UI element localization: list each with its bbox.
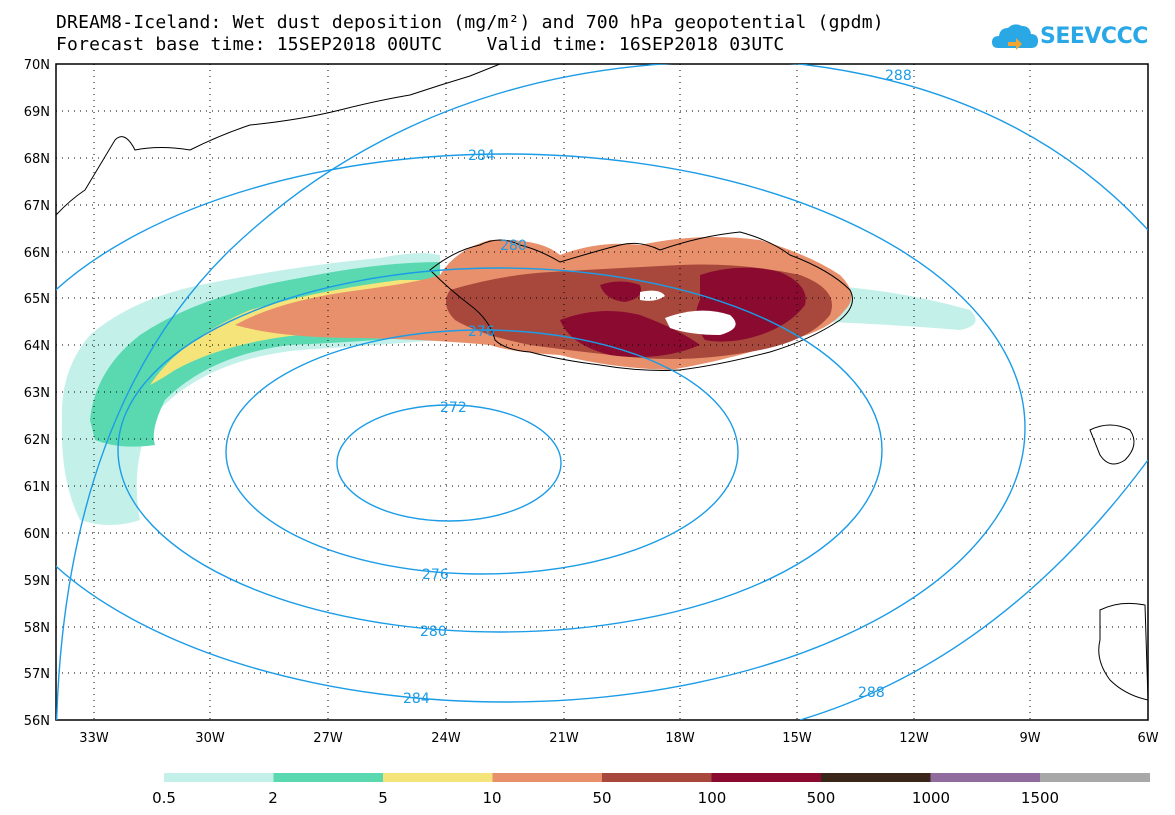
- lon-tick-label: 33W: [79, 731, 109, 746]
- contour-label: 276: [468, 324, 495, 340]
- geopotential-contours: [56, 64, 1148, 720]
- lat-tick-label: 65N: [24, 292, 50, 307]
- colorbar-label: 2: [268, 789, 278, 807]
- lat-tick-label: 60N: [24, 527, 50, 542]
- dust-deposition-field: [61, 236, 976, 526]
- colorbar-label: 100: [698, 789, 727, 807]
- lon-tick-label: 18W: [665, 731, 695, 746]
- lon-tick-label: 9W: [1019, 731, 1040, 746]
- lon-tick-label: 30W: [195, 731, 225, 746]
- lat-tick-label: 67N: [24, 199, 50, 214]
- contour-label: 288: [885, 68, 912, 84]
- colorbar-swatch: [273, 773, 384, 782]
- lat-tick-label: 63N: [24, 386, 50, 401]
- colorbar-swatch: [1040, 773, 1150, 782]
- logo-text: SEEVCCC: [1040, 24, 1148, 49]
- contour-label: 284: [403, 691, 430, 707]
- lat-tick-label: 57N: [24, 667, 50, 682]
- colorbar-swatch: [164, 773, 274, 782]
- cloud-icon: [992, 24, 1038, 50]
- lat-tick-label: 58N: [24, 621, 50, 636]
- contour-label: 284: [468, 148, 495, 164]
- colorbar-swatches: [164, 773, 1150, 782]
- colorbar-label: 500: [807, 789, 836, 807]
- lon-tick-label: 24W: [431, 731, 461, 746]
- contour-label: 276: [422, 567, 449, 583]
- lat-tick-label: 68N: [24, 152, 50, 167]
- contour-labels: 288 284 280 276 272 276 280 284 288: [403, 68, 912, 707]
- colorbar-label: 50: [592, 789, 611, 807]
- colorbar-swatch: [492, 773, 603, 782]
- map-subtitle: Forecast base time: 15SEP2018 00UTC Vali…: [56, 34, 785, 55]
- contour-label: 280: [420, 624, 447, 640]
- lat-tick-label: 64N: [24, 339, 50, 354]
- lon-tick-label: 15W: [782, 731, 812, 746]
- colorbar-label: 1000: [912, 789, 950, 807]
- graticule: [56, 64, 1148, 720]
- colorbar-label: 5: [378, 789, 388, 807]
- colorbar-label: 10: [482, 789, 501, 807]
- colorbar-swatch: [930, 773, 1041, 782]
- lat-tick-label: 69N: [24, 105, 50, 120]
- colorbar-swatch: [711, 773, 822, 782]
- latitude-axis: 70N 69N 68N 67N 66N 65N 64N 63N 62N 61N …: [24, 58, 50, 729]
- lon-tick-label: 12W: [899, 731, 929, 746]
- lat-tick-label: 70N: [24, 58, 50, 73]
- colorbar-label: 0.5: [152, 789, 176, 807]
- colorbar-label: 1500: [1021, 789, 1059, 807]
- colorbar-swatch: [821, 773, 931, 782]
- lat-tick-label: 56N: [24, 714, 50, 729]
- contour-label: 288: [858, 685, 885, 701]
- contour-label: 280: [500, 238, 527, 254]
- lon-tick-label: 21W: [549, 731, 579, 746]
- lat-tick-label: 61N: [24, 480, 50, 495]
- colorbar-swatch: [602, 773, 712, 782]
- colorbar-labels: 0.5 2 5 10 50 100 500 1000 1500: [152, 789, 1059, 807]
- lat-tick-label: 62N: [24, 433, 50, 448]
- lon-tick-label: 27W: [313, 731, 343, 746]
- lon-tick-label: 6W: [1137, 731, 1158, 746]
- longitude-axis: 33W 30W 27W 24W 21W 18W 15W 12W 9W 6W: [79, 731, 1158, 746]
- colorbar-swatch: [383, 773, 493, 782]
- lat-tick-label: 66N: [24, 246, 50, 261]
- coastlines: [56, 64, 1148, 701]
- contour-label: 272: [440, 400, 467, 416]
- map-title: DREAM8-Iceland: Wet dust deposition (mg/…: [56, 12, 884, 33]
- lat-tick-label: 59N: [24, 574, 50, 589]
